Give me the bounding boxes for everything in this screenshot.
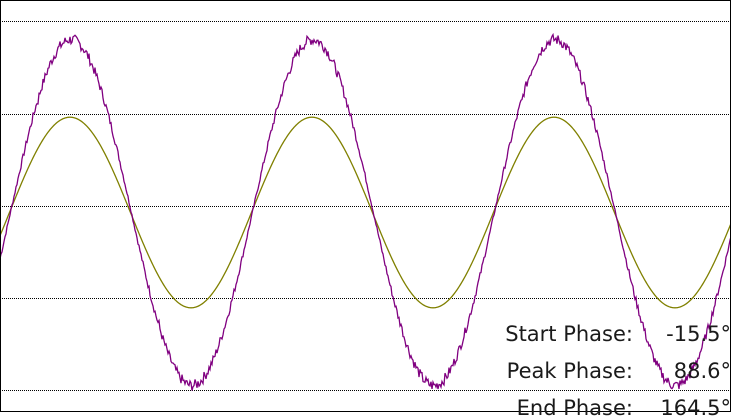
start-phase-readout: Start Phase: -15.5° xyxy=(431,298,731,346)
series-purple-waveform xyxy=(0,32,731,391)
end-phase-value: 164.5° xyxy=(660,396,731,420)
peak-phase-readout: Peak Phase: 88.6° xyxy=(431,335,731,383)
series-olive-sine xyxy=(0,116,731,309)
end-phase-label: End Phase: xyxy=(516,396,633,420)
start-phase-value: -15.5° xyxy=(666,322,731,346)
start-phase-label: Start Phase: xyxy=(505,322,633,346)
peak-phase-value: 88.6° xyxy=(673,359,731,383)
end-phase-readout: End Phase: 164.5° xyxy=(431,372,731,420)
peak-phase-label: Peak Phase: xyxy=(506,359,633,383)
